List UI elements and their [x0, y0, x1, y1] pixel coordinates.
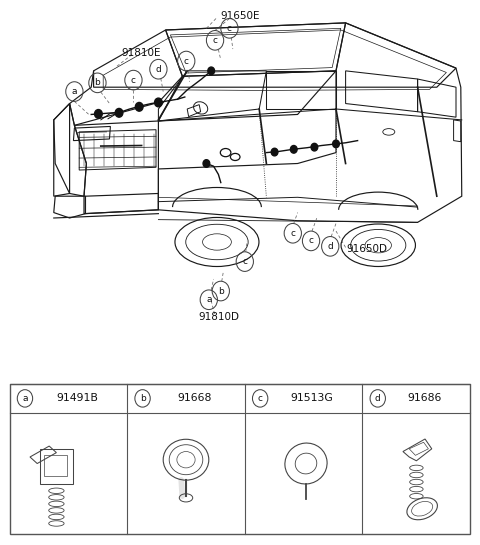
Text: 91491B: 91491B	[56, 393, 98, 403]
Text: 91650D: 91650D	[347, 244, 387, 254]
Circle shape	[95, 110, 102, 118]
Circle shape	[155, 98, 162, 107]
Circle shape	[203, 160, 210, 167]
Circle shape	[135, 102, 143, 111]
Bar	[44, 456, 67, 476]
Text: 91810D: 91810D	[198, 312, 239, 322]
Text: a: a	[72, 87, 77, 96]
Text: c: c	[213, 36, 217, 45]
Text: 91810E: 91810E	[122, 48, 161, 58]
Text: b: b	[218, 287, 224, 295]
Circle shape	[115, 108, 123, 117]
Circle shape	[271, 148, 278, 156]
Text: d: d	[327, 242, 333, 251]
Text: 91513G: 91513G	[291, 393, 334, 403]
Text: d: d	[156, 65, 161, 74]
Text: 91650E: 91650E	[220, 11, 260, 21]
Text: c: c	[258, 394, 263, 403]
Bar	[10, 384, 470, 534]
Text: d: d	[375, 394, 381, 403]
Text: b: b	[95, 78, 100, 87]
Text: c: c	[242, 257, 247, 266]
Text: c: c	[227, 24, 232, 33]
Text: a: a	[206, 295, 212, 304]
Text: a: a	[22, 394, 28, 403]
Text: c: c	[290, 229, 295, 238]
Circle shape	[311, 143, 318, 151]
Text: b: b	[140, 394, 145, 403]
Text: c: c	[184, 57, 189, 65]
Text: c: c	[309, 237, 313, 245]
Text: c: c	[131, 76, 136, 84]
Circle shape	[333, 140, 339, 148]
Circle shape	[208, 67, 215, 75]
Circle shape	[290, 146, 297, 153]
Text: 91686: 91686	[408, 393, 442, 403]
Text: 91668: 91668	[178, 393, 212, 403]
